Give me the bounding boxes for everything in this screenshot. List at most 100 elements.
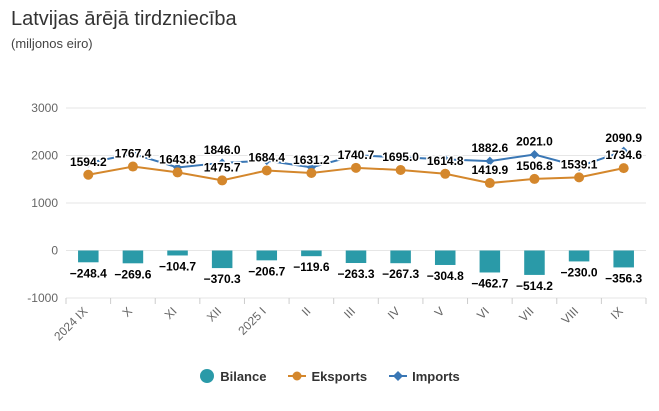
eksports-point	[440, 168, 451, 179]
eksports-data-label: 1506.8	[516, 159, 553, 173]
eksports-data-label: 1539.1	[561, 157, 598, 171]
bilance-data-label: −356.3	[605, 271, 642, 285]
x-tick-label: V	[432, 304, 448, 320]
eksports-data-label: 1475.7	[204, 160, 241, 174]
bilance-bar	[122, 250, 144, 264]
y-tick-label: 1000	[31, 196, 58, 210]
eksports-data-label: 1614.8	[427, 154, 464, 168]
eksports-point	[127, 161, 138, 172]
bilance-data-label: −206.7	[248, 264, 285, 278]
eksports-data-label: 1684.4	[248, 150, 285, 164]
bilance-data-label: −263.3	[337, 267, 374, 281]
bilance-data-label: −248.4	[70, 266, 107, 280]
eksports-point	[529, 173, 540, 184]
imports-point	[485, 156, 495, 166]
imports-point	[396, 152, 406, 162]
eksports-point	[172, 167, 183, 178]
legend-marker-eksports	[288, 371, 307, 381]
eksports-point	[351, 162, 361, 173]
bilance-data-label: −119.6	[293, 260, 330, 274]
bilance-bar	[434, 250, 456, 265]
eksports-data-label: 1594.2	[70, 155, 107, 169]
imports-data-label: 1882.6	[471, 141, 508, 155]
x-tick-label: II	[299, 304, 314, 319]
x-tick-label: 2024 IX	[51, 304, 90, 343]
legend-label-bilance: Bilance	[220, 368, 267, 384]
chart: -1000 0 1000 2000 3000 −248.4 −269.6 −104.7 −37…	[27, 101, 647, 343]
x-tick-label: XII	[204, 304, 224, 324]
x-axis: 2024 IX X XI XII 2025 I II III IV V VI VII VIII IX	[51, 298, 647, 343]
chart-title: Latvijas ārējā tirdzniecība	[11, 8, 237, 30]
eksports-point	[217, 175, 228, 186]
imports-point	[529, 150, 539, 160]
bilance-bar	[479, 250, 501, 273]
imports-data-label: 1846.0	[204, 143, 241, 157]
x-tick-label: VIII	[559, 304, 582, 327]
eksports-point	[484, 178, 495, 189]
x-tick-label: X	[119, 304, 135, 320]
imports-point	[83, 158, 93, 168]
eksports-data-label: 1734.6	[605, 148, 642, 162]
x-tick-label: III	[341, 304, 358, 321]
eksports-data-label: 1767.4	[115, 147, 152, 161]
bilance-data-label: −370.3	[204, 272, 241, 286]
bilance-bar	[301, 250, 322, 257]
eksports-data-label: 1695.0	[382, 150, 419, 164]
imports-data-label: 2021.0	[516, 135, 553, 149]
imports-point	[262, 156, 272, 166]
data-labels: −248.4 −269.6 −104.7 −370.3 −206.7 −119.6 −263…	[68, 130, 644, 295]
bilance-bar	[613, 250, 634, 268]
bilance-bar	[524, 250, 545, 275]
legend-marker-imports	[389, 371, 408, 381]
y-axis: -1000 0 1000 2000 3000	[27, 101, 58, 305]
eksports-point	[574, 172, 585, 183]
eksports-point	[395, 164, 406, 175]
bilance-data-label: −104.7	[159, 259, 196, 273]
eksports-data-label: 1643.8	[159, 152, 196, 166]
bilance-data-label: −267.3	[382, 267, 419, 281]
eksports-point	[261, 165, 272, 176]
imports-point	[574, 161, 584, 171]
eksports-data-label: 1740.7	[338, 148, 375, 162]
x-tick-label: 2025 I	[235, 304, 268, 337]
eksports-data-label: 1631.2	[293, 153, 330, 167]
legend-item-eksports[interactable]: Eksports	[288, 368, 367, 384]
imports-point	[128, 149, 138, 159]
bilance-bar	[256, 250, 278, 261]
legend-label-eksports: Eksports	[311, 368, 368, 384]
y-tick-label: 2000	[31, 149, 58, 163]
bilance-data-label: −269.6	[114, 267, 151, 281]
legend: Bilance Eksports Imports	[0, 368, 659, 384]
imports-data-label: 2090.9	[605, 131, 642, 145]
x-tick-label: VII	[516, 304, 536, 324]
chart-subtitle: (miljonos eiro)	[11, 36, 93, 51]
bilance-data-label: −462.7	[471, 276, 508, 290]
x-tick-label: VI	[474, 304, 492, 322]
legend-item-bilance[interactable]: Bilance	[199, 368, 266, 384]
eksports-point	[618, 163, 629, 174]
y-tick-label: -1000	[27, 291, 58, 305]
y-tick-label: 3000	[31, 101, 58, 115]
gridlines	[66, 107, 646, 299]
y-tick-label: 0	[51, 244, 58, 258]
imports-point	[351, 150, 361, 160]
bilance-data-label: −304.8	[427, 269, 464, 283]
bilance-bar	[167, 250, 188, 256]
eksports-point	[83, 169, 94, 180]
eksports-point	[306, 168, 317, 179]
bilance-data-label: −514.2	[516, 279, 553, 293]
bilance-bar	[345, 250, 367, 264]
bilance-bar	[390, 250, 411, 264]
legend-label-imports: Imports	[412, 368, 460, 384]
bilance-bar	[78, 250, 99, 263]
imports-point	[217, 158, 227, 168]
bilance-bar	[211, 250, 233, 269]
legend-item-imports[interactable]: Imports	[389, 368, 460, 384]
x-tick-label: IV	[385, 304, 403, 322]
x-tick-label: IX	[608, 304, 626, 322]
legend-marker-bilance	[200, 369, 215, 383]
bilance-bars	[78, 250, 634, 275]
imports-point	[619, 146, 629, 156]
bilance-data-label: −230.0	[561, 265, 598, 279]
series-lines	[83, 146, 629, 189]
